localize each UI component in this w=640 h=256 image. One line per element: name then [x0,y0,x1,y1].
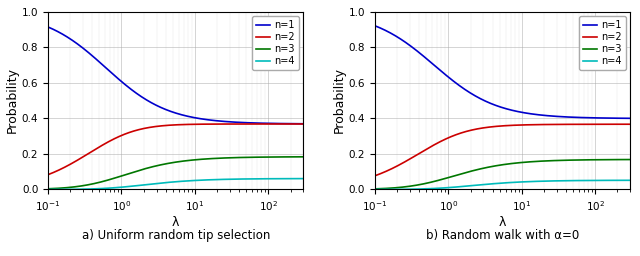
n=3 [627,158,634,161]
n=2 [195,123,202,126]
Y-axis label: Probability: Probability [6,68,19,133]
n=4 [436,187,444,190]
n=2 [215,123,223,126]
Y-axis label: Probability: Probability [333,68,346,133]
n=4 [563,179,571,182]
Text: a) Uniform random tip selection: a) Uniform random tip selection [81,229,270,242]
n=4 [371,188,379,191]
n=2 [563,123,571,126]
n=1 [563,115,571,119]
n=2 [417,151,424,154]
n=4 [627,179,634,182]
Line: n=3: n=3 [375,159,630,189]
n=1 [417,52,424,55]
n=4 [195,179,202,182]
n=1 [195,117,202,120]
n=3 [160,163,168,166]
n=3 [215,157,223,160]
n=1 [627,117,634,120]
n=1 [541,114,549,117]
n=3 [563,159,571,162]
Line: n=4: n=4 [48,179,303,189]
n=2 [436,140,444,143]
n=3 [237,156,244,159]
X-axis label: λ: λ [499,216,506,229]
n=3 [300,155,307,158]
Text: b) Random walk with α=0: b) Random walk with α=0 [426,229,579,242]
Line: n=2: n=2 [375,124,630,176]
n=1 [522,111,529,114]
n=4 [486,183,494,186]
n=3 [436,178,444,181]
n=4 [541,179,549,183]
n=1 [300,122,307,125]
n=4 [160,181,168,184]
Line: n=2: n=2 [48,124,303,175]
n=2 [522,123,529,126]
Line: n=3: n=3 [48,157,303,189]
n=4 [300,177,307,180]
n=3 [486,165,494,168]
X-axis label: λ: λ [172,216,179,229]
n=4 [90,187,97,190]
n=2 [160,124,168,127]
n=4 [522,180,529,183]
n=2 [627,123,634,126]
n=4 [110,186,118,189]
n=2 [371,174,379,177]
n=3 [417,183,424,186]
n=1 [371,24,379,27]
Legend: n=1, n=2, n=3, n=4: n=1, n=2, n=3, n=4 [579,16,625,70]
n=1 [160,107,168,110]
n=1 [110,73,118,76]
n=1 [44,25,52,28]
n=3 [541,159,549,163]
n=2 [110,137,118,141]
n=2 [90,149,97,152]
n=3 [110,177,118,180]
Line: n=4: n=4 [375,180,630,189]
n=4 [44,188,52,191]
Legend: n=1, n=2, n=3, n=4: n=1, n=2, n=3, n=4 [252,16,299,70]
n=1 [237,121,244,124]
n=2 [486,125,494,129]
n=2 [541,123,549,126]
n=3 [371,187,379,190]
n=3 [522,161,529,164]
Line: n=1: n=1 [48,27,303,124]
n=4 [417,187,424,190]
n=2 [237,122,244,125]
n=1 [436,69,444,72]
n=1 [90,55,97,58]
n=2 [44,173,52,176]
n=4 [215,178,223,181]
n=3 [195,158,202,161]
n=1 [486,102,494,105]
n=3 [90,182,97,185]
n=3 [44,187,52,190]
Line: n=1: n=1 [375,26,630,118]
n=4 [237,177,244,180]
n=1 [215,119,223,122]
n=2 [300,122,307,125]
